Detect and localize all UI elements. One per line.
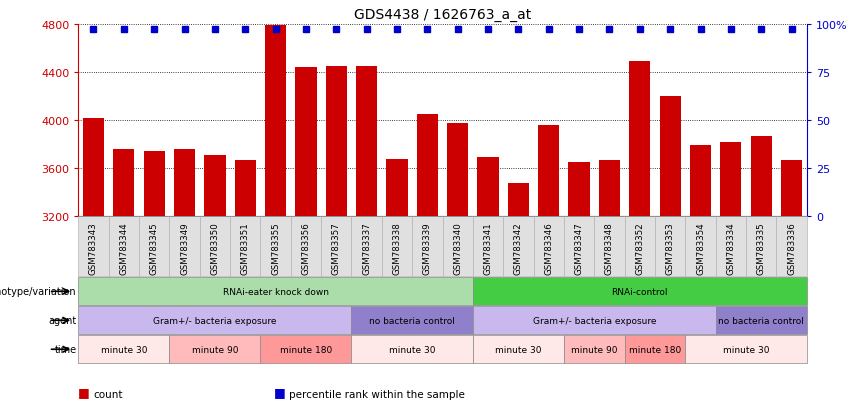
Text: minute 90: minute 90 (571, 345, 618, 354)
Text: GSM783341: GSM783341 (483, 222, 493, 274)
Text: GSM783353: GSM783353 (665, 222, 675, 274)
Bar (751, 136, 772, 217)
Title: GDS4438 / 1626763_a_at: GDS4438 / 1626763_a_at (354, 8, 531, 22)
Text: GSM783349: GSM783349 (180, 222, 189, 274)
Text: minute 180: minute 180 (280, 345, 332, 354)
Text: GSM783352: GSM783352 (636, 222, 644, 274)
Bar (447, 123, 468, 217)
Bar (326, 67, 347, 217)
Text: agent: agent (49, 316, 77, 325)
Bar (660, 97, 681, 217)
Text: GSM783334: GSM783334 (727, 222, 735, 274)
Text: time: time (54, 344, 77, 354)
Text: no bacteria control: no bacteria control (369, 316, 455, 325)
Bar (386, 159, 408, 217)
Text: GSM783350: GSM783350 (210, 222, 220, 274)
Text: GSM783348: GSM783348 (605, 222, 614, 274)
Text: RNAi-eater knock down: RNAi-eater knock down (223, 287, 328, 296)
Text: percentile rank within the sample: percentile rank within the sample (289, 389, 465, 399)
Bar (599, 160, 620, 217)
Text: no bacteria control: no bacteria control (718, 316, 804, 325)
Text: RNAi-control: RNAi-control (612, 287, 668, 296)
Text: GSM783351: GSM783351 (241, 222, 249, 274)
Text: minute 30: minute 30 (100, 345, 147, 354)
Text: GSM783342: GSM783342 (514, 222, 523, 274)
Bar (720, 142, 741, 217)
Text: GSM783355: GSM783355 (271, 222, 280, 274)
Text: genotype/variation: genotype/variation (0, 287, 77, 297)
Text: minute 30: minute 30 (389, 345, 436, 354)
Bar (568, 163, 590, 217)
Text: GSM783354: GSM783354 (696, 222, 705, 274)
Bar (174, 150, 195, 217)
Bar (204, 156, 226, 217)
Text: GSM783357: GSM783357 (332, 222, 340, 274)
Bar (295, 68, 317, 217)
Text: minute 30: minute 30 (495, 345, 541, 354)
Text: minute 90: minute 90 (191, 345, 238, 354)
Text: GSM783344: GSM783344 (119, 222, 129, 274)
Bar (83, 119, 104, 217)
Text: GSM783339: GSM783339 (423, 222, 431, 274)
Bar (235, 160, 256, 217)
Bar (144, 152, 165, 217)
Text: GSM783346: GSM783346 (545, 222, 553, 274)
Bar (356, 67, 377, 217)
Text: Gram+/- bacteria exposure: Gram+/- bacteria exposure (153, 316, 277, 325)
Text: GSM783335: GSM783335 (757, 222, 766, 274)
Bar (690, 146, 711, 217)
Text: minute 180: minute 180 (629, 345, 681, 354)
Text: GSM783340: GSM783340 (454, 222, 462, 274)
Text: GSM783343: GSM783343 (89, 222, 98, 274)
Bar (781, 160, 802, 217)
Bar (265, 26, 286, 217)
Bar (477, 158, 499, 217)
Bar (417, 115, 438, 217)
Text: GSM783356: GSM783356 (301, 222, 311, 274)
Text: GSM783338: GSM783338 (392, 222, 402, 274)
Text: GSM783347: GSM783347 (574, 222, 584, 274)
Text: GSM783337: GSM783337 (363, 222, 371, 274)
Text: minute 30: minute 30 (722, 345, 769, 354)
Bar (508, 183, 529, 217)
Bar (113, 150, 134, 217)
Text: count: count (94, 389, 123, 399)
Bar (538, 126, 559, 217)
Text: Gram+/- bacteria exposure: Gram+/- bacteria exposure (533, 316, 656, 325)
Text: ■: ■ (78, 386, 90, 399)
Text: ■: ■ (274, 386, 286, 399)
Bar (629, 62, 650, 217)
Text: GSM783336: GSM783336 (787, 222, 796, 274)
Text: GSM783345: GSM783345 (150, 222, 158, 274)
